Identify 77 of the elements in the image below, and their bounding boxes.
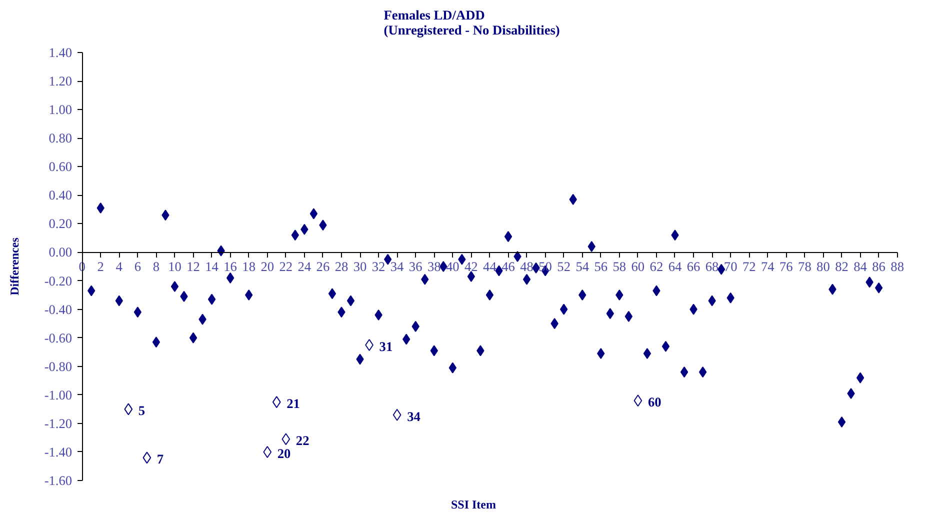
y-tick-label: -1.60 <box>44 473 72 488</box>
annotation: 5 <box>138 403 146 418</box>
x-tick-label: 82 <box>835 259 848 274</box>
x-tick-label: 88 <box>890 259 904 274</box>
x-tick-label: 52 <box>557 259 570 274</box>
point <box>263 446 272 458</box>
y-tick-label: -1.20 <box>44 416 72 431</box>
x-tick-label: 54 <box>576 259 590 274</box>
point <box>392 408 402 421</box>
y-tick-label: 0.20 <box>48 216 72 232</box>
x-axis-title: SSI Item <box>450 498 496 512</box>
point <box>142 452 152 464</box>
y-tick-label: -0.80 <box>44 358 72 374</box>
x-tick-label: 86 <box>872 259 886 274</box>
x-tick-label: 74 <box>760 259 775 274</box>
x-tick-label: 4 <box>116 259 123 274</box>
x-tick-label: 38 <box>427 259 442 274</box>
x-tick-label: 32 <box>372 259 386 274</box>
x-tick-label: 66 <box>686 259 701 274</box>
x-tick-label: 60 <box>631 259 645 274</box>
x-tick-label: 10 <box>168 259 182 274</box>
annotation: 22 <box>296 433 310 448</box>
y-tick-label: 1.20 <box>48 74 72 89</box>
x-tick-label: 70 <box>724 259 738 274</box>
x-tick-label: 84 <box>854 259 868 274</box>
y-tick-label: 1.00 <box>48 102 72 118</box>
x-tick-label: 62 <box>650 259 664 274</box>
y-tick-label: -0.20 <box>44 273 72 288</box>
x-tick-label: 12 <box>186 259 200 274</box>
x-tick-label: 18 <box>242 259 256 274</box>
x-tick-label: 24 <box>298 259 312 274</box>
x-tick-label: 58 <box>612 259 626 274</box>
y-tick-label: -0.40 <box>44 302 72 317</box>
x-tick-label: 34 <box>390 259 404 274</box>
x-tick-label: 48 <box>520 259 534 274</box>
x-tick-label: 14 <box>205 259 219 274</box>
y-tick-label: 0.80 <box>48 130 72 146</box>
x-tick-label: 6 <box>134 259 142 274</box>
point <box>634 394 642 407</box>
x-tick-label: 76 <box>780 259 794 274</box>
x-tick-label: 28 <box>334 259 348 274</box>
x-tick-label: 20 <box>260 259 274 274</box>
x-tick-label: 44 <box>483 259 497 274</box>
x-tick-label: 2 <box>97 259 104 274</box>
x-tick-label: 46 <box>502 259 516 274</box>
x-tick-label: 16 <box>224 259 238 274</box>
x-tick-label: 56 <box>594 259 608 274</box>
y-tick-label: -1.00 <box>44 387 72 402</box>
point <box>282 433 290 446</box>
y-tick-label: 0.60 <box>48 159 72 174</box>
chart-title: Females LD/ADD (Unregistered - No Disabilities) <box>384 8 560 38</box>
x-tick-label: 30 <box>353 259 368 274</box>
y-tick-label: 0.40 <box>48 188 72 203</box>
x-tick-label: 64 <box>668 259 682 274</box>
x-tick-label: 72 <box>742 259 756 274</box>
point <box>272 396 281 408</box>
y-axis-title: Differences <box>8 237 22 296</box>
annotation: 7 <box>156 452 164 467</box>
y-tick-label: 1.40 <box>48 44 72 60</box>
point <box>124 403 133 416</box>
y-tick-label: -1.40 <box>44 444 72 460</box>
x-tick-label: 68 <box>705 259 720 274</box>
annotation: 60 <box>648 394 662 410</box>
y-tick-label: 0.00 <box>48 244 72 260</box>
y-tick-label: -0.60 <box>44 330 72 346</box>
x-tick-label: 8 <box>152 259 160 274</box>
annotation: 20 <box>277 446 292 461</box>
x-tick-label: 78 <box>798 259 812 274</box>
x-tick-label: 22 <box>279 259 293 274</box>
annotation: 34 <box>407 408 421 424</box>
x-tick-label: 42 <box>464 259 478 274</box>
annotation: 21 <box>286 396 300 412</box>
x-tick-label: 36 <box>408 259 423 274</box>
x-tick-label: 26 <box>316 259 330 274</box>
annotation: 31 <box>379 338 393 354</box>
x-tick-label: 80 <box>816 259 830 274</box>
x-tick-label: 40 <box>446 259 460 274</box>
